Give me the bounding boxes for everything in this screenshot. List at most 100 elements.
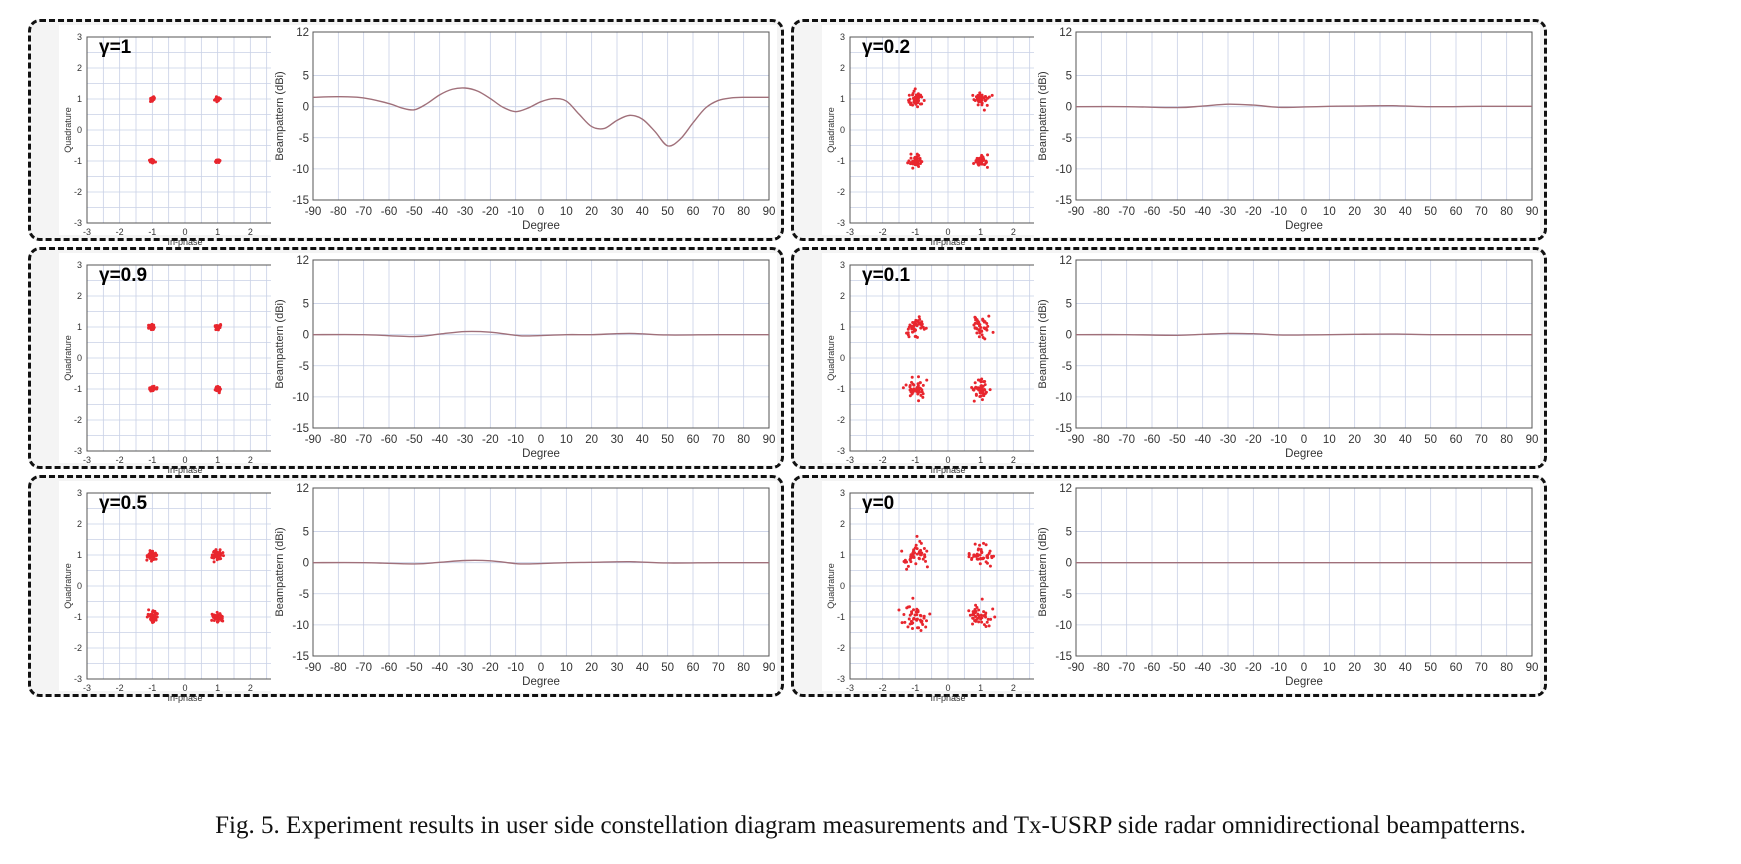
constellation-point	[915, 152, 919, 156]
y-tick-label: -15	[292, 423, 309, 435]
constellation-point	[977, 324, 981, 328]
constellation-point	[152, 613, 156, 617]
constellation-point	[215, 558, 219, 562]
constellation-point	[147, 608, 151, 612]
beampattern-plot: -90 -80 -70 -60 -50 -40 -30 -20 -10 0 10 20 30 40 50 60…	[1034, 481, 1540, 693]
constellation-point	[971, 93, 975, 97]
x-tick-label: 90	[763, 662, 776, 674]
constellation-point	[906, 564, 910, 568]
constellation-point	[151, 160, 155, 164]
constellation-point	[980, 551, 984, 555]
constellation-point	[900, 549, 904, 553]
beampattern-plot: -90 -80 -70 -60 -50 -40 -30 -20 -10 0 10 20 30 40 50 60…	[271, 481, 777, 693]
x-axis-label: In-phase	[167, 465, 202, 475]
constellation-point	[920, 620, 924, 624]
x-tick-label: -10	[1270, 206, 1287, 218]
constellation-point	[978, 91, 982, 95]
y-tick-label: -10	[1055, 164, 1072, 176]
constellation-point	[970, 385, 974, 389]
constellation-point	[912, 89, 916, 93]
x-tick-label: 80	[1500, 662, 1513, 674]
constellation-point	[989, 617, 993, 621]
y-tick-label: -3	[837, 674, 845, 684]
constellation-point	[988, 564, 992, 568]
x-axis-label: Degree	[522, 676, 560, 688]
x-tick-label: 20	[1348, 206, 1361, 218]
x-tick-label: 90	[763, 206, 776, 218]
x-tick-label: -50	[406, 206, 423, 218]
y-axis-label: Beampattern (dBi)	[1037, 527, 1049, 616]
x-tick-label: 70	[712, 206, 725, 218]
x-tick-label: 30	[611, 206, 624, 218]
x-tick-label: 30	[1374, 434, 1387, 446]
constellation-point	[916, 375, 920, 379]
beampattern-curve	[312, 330, 770, 338]
constellation-point	[906, 625, 910, 629]
constellation-point	[982, 610, 986, 614]
x-tick-label: -30	[457, 662, 474, 674]
x-tick-label: 90	[1526, 662, 1539, 674]
constellation-point	[153, 160, 157, 164]
y-tick-label: 0	[303, 558, 309, 570]
constellation-point	[984, 611, 988, 615]
constellation-point	[151, 327, 155, 331]
constellation-point	[991, 330, 995, 334]
x-tick-label: -3	[846, 683, 854, 693]
constellation-point	[975, 327, 979, 331]
constellation-point	[219, 618, 223, 622]
constellation-point	[978, 394, 982, 398]
x-tick-label: 20	[585, 206, 598, 218]
constellation-point	[900, 621, 904, 625]
constellation-point	[911, 330, 915, 334]
constellation-point	[911, 325, 915, 329]
x-tick-label: -20	[1245, 662, 1262, 674]
x-tick-label: 0	[1301, 434, 1307, 446]
constellation-point	[911, 596, 915, 600]
y-axis-label: Beampattern (dBi)	[274, 71, 286, 160]
constellation-point	[215, 613, 219, 617]
x-tick-label: 70	[1475, 662, 1488, 674]
x-tick-label: -80	[1093, 206, 1110, 218]
constellation-point	[975, 331, 979, 335]
x-tick-label: -2	[116, 683, 124, 693]
constellation-point	[906, 327, 910, 331]
y-tick-label: 2	[77, 63, 82, 73]
y-tick-label: 0	[77, 353, 82, 363]
constellation-point	[980, 98, 984, 102]
constellation-point	[984, 543, 988, 547]
constellation-point	[977, 608, 981, 612]
x-tick-label: -40	[1194, 206, 1211, 218]
constellation-point	[980, 398, 984, 402]
constellation-point	[154, 557, 158, 561]
beampattern-curve	[1075, 332, 1532, 336]
y-tick-label: -5	[1062, 361, 1072, 373]
y-tick-label: 3	[840, 260, 845, 270]
x-tick-label: 80	[1500, 434, 1513, 446]
x-tick-label: -70	[1118, 206, 1135, 218]
x-tick-label: 20	[585, 434, 598, 446]
x-tick-label: 40	[636, 662, 649, 674]
constellation-point	[977, 328, 981, 332]
constellation-point	[973, 99, 977, 103]
x-tick-label: -20	[1245, 206, 1262, 218]
constellation-point	[914, 157, 918, 161]
gamma-label: γ=1	[99, 37, 132, 58]
y-tick-label: 5	[303, 299, 309, 311]
x-axis-label: Degree	[522, 448, 560, 460]
constellation-point	[916, 384, 920, 388]
constellation-point	[917, 399, 921, 403]
constellation-plot: -3-2-10123-3-2-10123In-phaseQuadratureγ=…	[822, 481, 1050, 703]
constellation-point	[911, 320, 915, 324]
y-tick-label: -3	[74, 446, 82, 456]
constellation-point	[986, 153, 990, 157]
x-tick-label: -80	[330, 434, 347, 446]
constellation-point	[984, 625, 988, 629]
constellation-point	[925, 619, 929, 623]
y-tick-label: 5	[1066, 299, 1072, 311]
x-tick-label: -2	[879, 683, 887, 693]
y-tick-label: -2	[74, 643, 82, 653]
constellation-point	[215, 388, 219, 392]
beampattern-plot: -90 -80 -70 -60 -50 -40 -30 -20 -10 0 10 20 30 40 50 60…	[271, 253, 777, 465]
constellation-point	[914, 610, 918, 614]
constellation-point	[917, 164, 921, 168]
